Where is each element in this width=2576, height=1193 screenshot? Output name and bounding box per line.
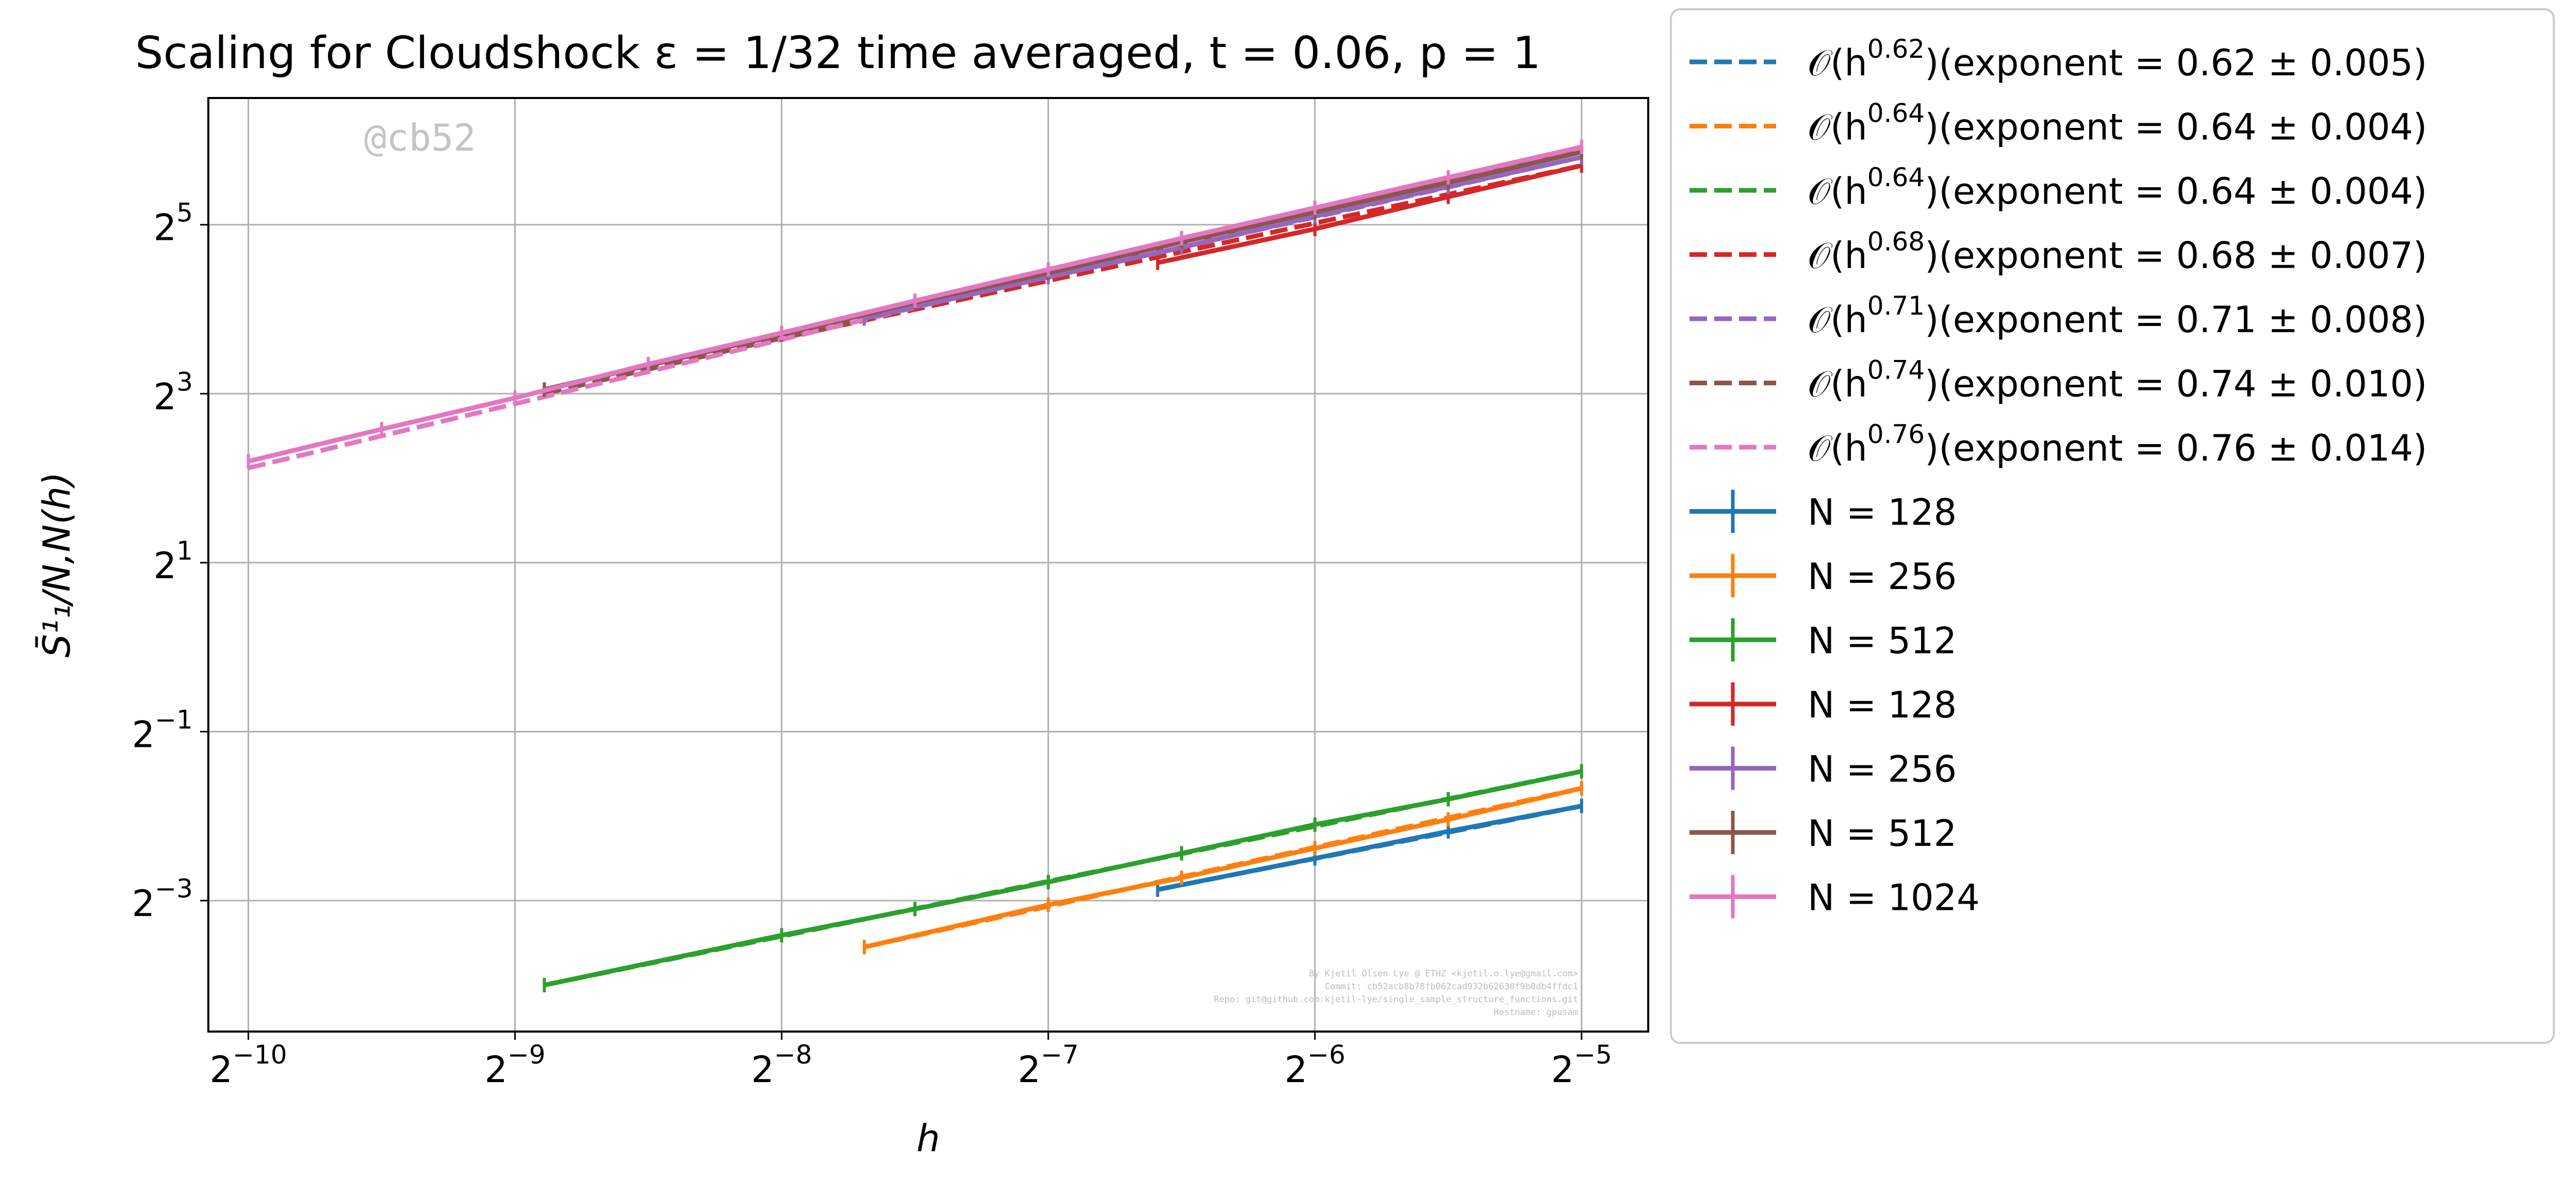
plot-frame — [207, 97, 1649, 1033]
footer-line: By Kjetil Olsen Lye @ ETHZ <kjetil.o.lye… — [1309, 969, 1578, 979]
legend-entry-3: 𝒪(h0.64)(exponent = 0.64 ± 0.004) — [1689, 162, 2427, 213]
series-7 — [247, 140, 1583, 469]
legend-label: 𝒪(h0.71)(exponent = 0.71 ± 0.008) — [1808, 291, 2427, 341]
legend-entry-11: N = 128 — [1689, 682, 1957, 726]
provenance-footer: By Kjetil Olsen Lye @ ETHZ <kjetil.o.lye… — [1214, 969, 1578, 1018]
series-line — [863, 155, 1582, 321]
legend-entry-8: N = 128 — [1689, 489, 1957, 534]
legend-entry-5: 𝒪(h0.71)(exponent = 0.71 ± 0.008) — [1689, 291, 2427, 341]
footer-line: Hostname: gpusam — [1494, 1007, 1578, 1018]
legend-entry-10: N = 512 — [1689, 618, 1957, 662]
legend-entry-1: 𝒪(h0.62)(exponent = 0.62 ± 0.005) — [1689, 34, 2427, 84]
legend-label: N = 512 — [1808, 812, 1957, 855]
legend-label: N = 256 — [1808, 555, 1957, 598]
legend-entry-4: 𝒪(h0.68)(exponent = 0.68 ± 0.007) — [1689, 227, 2427, 277]
legend-label: N = 1024 — [1808, 877, 1980, 919]
legend-label: N = 128 — [1808, 684, 1957, 726]
legend-label: N = 512 — [1808, 620, 1957, 662]
legend-entries: 𝒪(h0.62)(exponent = 0.62 ± 0.005) 𝒪(h0.64… — [1689, 34, 2427, 919]
series-2 — [862, 781, 1583, 955]
legend-label: 𝒪(h0.64)(exponent = 0.64 ± 0.004) — [1808, 99, 2427, 149]
legend-label: 𝒪(h0.74)(exponent = 0.74 ± 0.010) — [1808, 355, 2427, 405]
legend-label: 𝒪(h0.68)(exponent = 0.68 ± 0.007) — [1808, 227, 2427, 277]
series-line — [1157, 163, 1582, 265]
grid — [208, 98, 1648, 1032]
legend-entry-14: N = 1024 — [1689, 875, 1980, 919]
legend-label: 𝒪(h0.62)(exponent = 0.62 ± 0.005) — [1808, 34, 2427, 84]
y-tick-label: 23 — [154, 367, 193, 418]
legend-entry-2: 𝒪(h0.64)(exponent = 0.64 ± 0.004) — [1689, 99, 2427, 149]
legend-entry-12: N = 256 — [1689, 746, 1957, 791]
watermark: @cb52 — [364, 116, 476, 159]
legend-entry-9: N = 256 — [1689, 554, 1957, 598]
series-3 — [543, 764, 1583, 992]
legend-label: N = 128 — [1808, 492, 1957, 534]
x-axis-label: h — [916, 1117, 940, 1160]
legend-box — [1670, 8, 2555, 1044]
chart-title: Scaling for Cloudshock ε = 1/32 time ave… — [135, 27, 1541, 79]
legend-label: 𝒪(h0.76)(exponent = 0.76 ± 0.014) — [1808, 419, 2427, 469]
y-axis-label: S̄¹₁/N,N(h) — [35, 472, 78, 658]
legend-entry-6: 𝒪(h0.74)(exponent = 0.74 ± 0.010) — [1689, 355, 2427, 405]
legend: 𝒪(h0.62)(exponent = 0.62 ± 0.005) 𝒪(h0.64… — [1670, 8, 2555, 1044]
legend-entry-7: 𝒪(h0.76)(exponent = 0.76 ± 0.014) — [1689, 419, 2427, 469]
legend-entry-13: N = 512 — [1689, 811, 1957, 855]
footer-line: Repo: git@github.com:kjetil-lye/single_s… — [1214, 994, 1578, 1005]
legend-label: 𝒪(h0.64)(exponent = 0.64 ± 0.004) — [1808, 162, 2427, 213]
series-layer — [247, 140, 1583, 992]
plot-area — [208, 98, 1648, 1032]
legend-label: N = 256 — [1808, 748, 1957, 791]
footer-line: Commit: cb52acb8b78fb062cad932b62638f9b0… — [1325, 982, 1578, 992]
series-line — [544, 769, 1582, 988]
series-line — [863, 786, 1582, 950]
series-line — [1157, 804, 1582, 892]
